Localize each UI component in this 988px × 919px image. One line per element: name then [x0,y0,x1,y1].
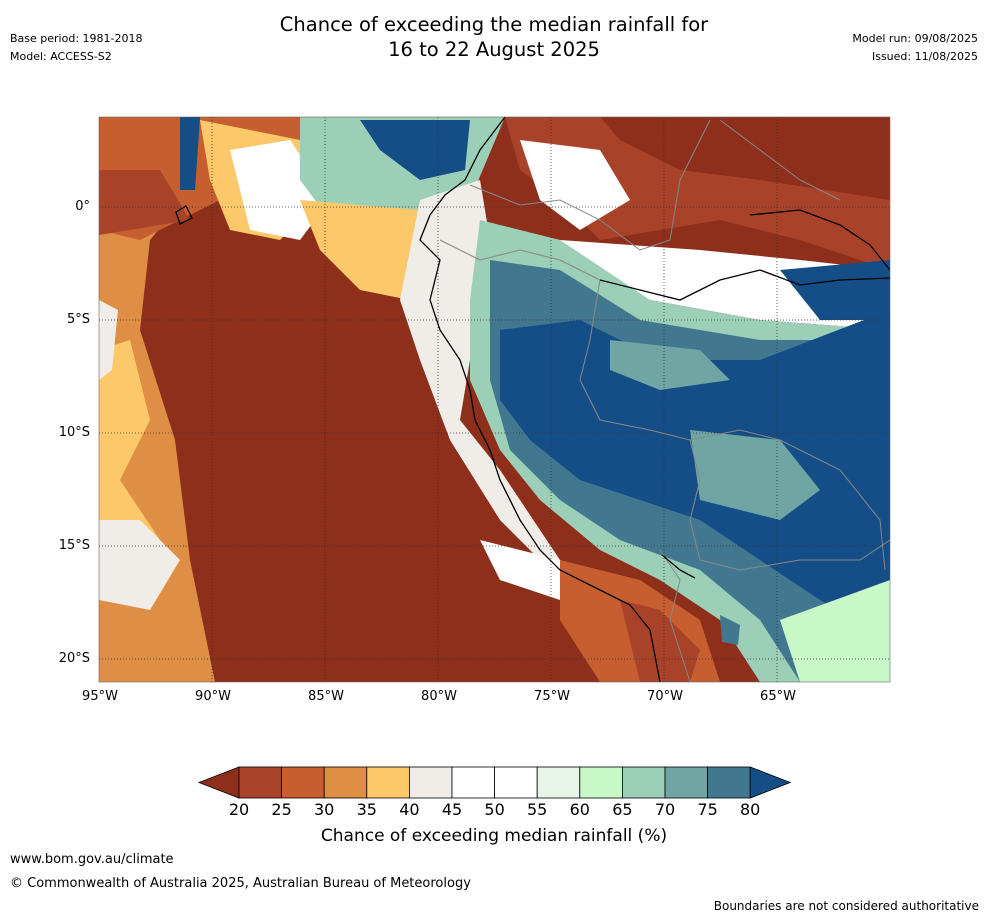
base-period: Base period: 1981-2018 [10,32,143,45]
field-chile-dark [620,600,700,682]
x-tick: 80°W [421,689,457,704]
map-field [99,117,890,682]
title-line-1: Chance of exceeding the median rainfall … [279,13,709,36]
coastlines [175,117,890,682]
model-name: Model: ACCESS-S2 [10,50,112,63]
field-nw-dark [99,170,190,235]
border-ecuador-peru [439,239,601,281]
colorbar-segment [281,766,325,799]
colorbar-tick-label: 80 [740,800,761,819]
issued-date: Issued: 11/08/2025 [871,50,978,63]
map-grid [99,117,890,682]
field-equator-white [560,240,890,330]
x-tick: 90°W [195,689,231,704]
field-amazon-blue [780,260,890,320]
field-titicaca-patch [720,615,740,645]
colorbar-tick-label: 45 [441,800,463,819]
border-bolivia-south [699,539,890,571]
field-colombia-white [520,140,630,230]
coastline-pacific [419,117,661,682]
border-bolivia-brazil [689,429,886,571]
map-frame [98,116,891,683]
model-run: Model run: 09/08/2025 [852,32,978,45]
field-south-green [780,580,890,682]
colorbar-segment [451,766,495,799]
colorbar-tick-label: 60 [569,800,590,819]
field-north-dark [600,117,890,200]
field-peru-teal [610,340,730,390]
border-venezuela [719,119,841,201]
y-tick: 10°S [58,425,90,440]
y-tick: 5°S [66,312,90,327]
galapagos-island [175,205,193,225]
meta-left: Base period: 1981-2018 Model: ACCESS-S2 [10,30,142,66]
colorbar-segment [366,766,410,799]
x-tick: 65°W [760,689,796,704]
colorbar-tick-label: 20 [228,800,250,819]
colorbar-segment [664,766,708,799]
colorbar-low-arrow [197,766,240,799]
colorbar-tick-label: 25 [271,800,292,819]
lake-titicaca-shore [661,554,696,579]
river-north [749,209,890,271]
colorbar-tick-label: 30 [314,800,335,819]
colorbar-tick-label: 75 [697,800,718,819]
y-tick: 15°S [58,538,90,553]
colorbar-segment [536,766,581,799]
field-bolivia-teal [690,430,820,520]
colorbar-segment [408,766,453,799]
colorbar-segment [238,766,282,799]
map-title: Chance of exceeding the median rainfall … [0,12,988,62]
colorbar-segment [494,766,538,799]
footer-disclaimer: Boundaries are not considered authoritat… [713,899,979,913]
y-tick: 20°S [58,651,90,666]
field-west-grey [99,300,118,380]
colorbar-tick-label: 65 [612,800,633,819]
colorbar-tick-label: 70 [654,800,676,819]
colorbar-tick-label: 35 [356,800,377,819]
footer-website[interactable]: www.bom.gov.au/climate [10,852,174,867]
y-tick: 0° [75,199,90,214]
colorbar-title: Chance of exceeding median rainfall (%) [320,826,668,846]
colorbar-segment [579,766,623,799]
colorbar-segment [622,766,666,799]
x-tick: 70°W [647,689,683,704]
colorbar-tick-label: 55 [527,800,548,819]
colorbar-tick-label: 50 [484,800,505,819]
title-line-2: 16 to 22 August 2025 [388,38,600,61]
x-tick: 85°W [308,689,344,704]
colorbar [197,766,792,799]
colorbar-segment [323,766,368,799]
field-sw-grey [99,520,180,610]
x-tick: 75°W [534,689,570,704]
river-amazon [599,269,890,301]
border-colombia [469,119,711,251]
footer-copyright: © Commonwealth of Australia 2025, Austra… [10,876,471,891]
meta-right: Model run: 09/08/2025 Issued: 11/08/2025 [852,30,978,66]
field-galapagos-wet [180,117,200,190]
field-panama-blue [360,120,470,180]
colorbar-tick-label: 40 [399,800,420,819]
colorbar-segment [707,766,751,799]
country-borders [439,119,890,682]
border-peru-brazil [579,279,701,561]
field-interior-blue [500,310,890,640]
border-chile-bolivia [659,549,691,682]
x-tick: 95°W [82,689,118,704]
colorbar-high-arrow [749,766,792,799]
